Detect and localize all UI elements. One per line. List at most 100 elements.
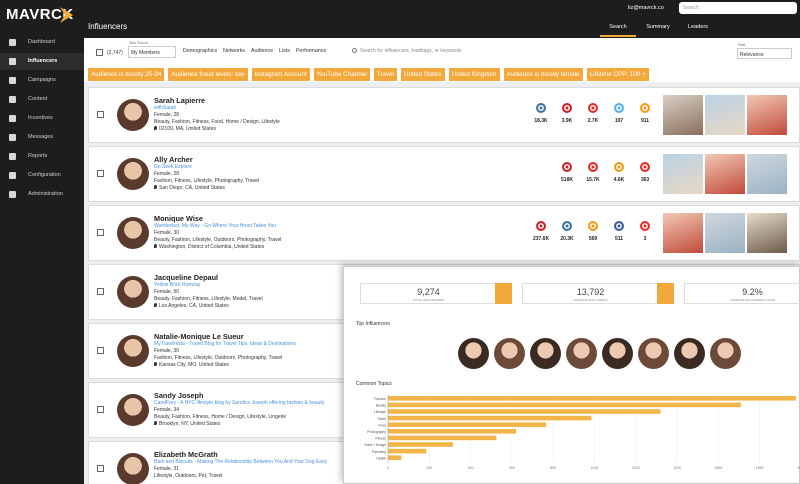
follower-count: 197	[614, 118, 624, 124]
influencer-site[interactable]: Go Seek Explore	[154, 164, 192, 170]
top-influencer-avatar[interactable]	[638, 338, 669, 369]
filter-chip[interactable]: United States	[400, 68, 445, 81]
filter-chip[interactable]: Audience is mostly female	[503, 68, 583, 81]
y-tick-label: Parenting	[372, 450, 386, 454]
sort-select[interactable]: Relevance	[737, 48, 792, 59]
filter-menu[interactable]: Audience	[251, 48, 274, 54]
top-influencer-avatar[interactable]	[458, 338, 489, 369]
influencer-site[interactable]: Yellow Brick Runway	[154, 282, 201, 288]
post-photo[interactable]	[747, 213, 787, 253]
influencer-site[interactable]: MyTravelnista - Travel Blog for Travel T…	[154, 341, 296, 347]
top-influencer-avatar[interactable]	[710, 338, 741, 369]
row-checkbox[interactable]	[97, 111, 104, 118]
influencer-site[interactable]: withSarah	[154, 105, 177, 111]
post-photo[interactable]	[663, 95, 703, 135]
x-tick-label: 1200	[632, 466, 640, 470]
top-influencer-avatar[interactable]	[674, 338, 705, 369]
post-photo[interactable]	[747, 154, 787, 194]
x-tick-label: 1400	[673, 466, 681, 470]
avatar	[117, 335, 149, 367]
row-checkbox[interactable]	[97, 170, 104, 177]
network-icon	[588, 162, 598, 172]
influencer-name[interactable]: Ally Archer	[154, 155, 193, 164]
post-photo[interactable]	[705, 213, 745, 253]
stat-value: 13,792	[576, 287, 605, 297]
filter-menu[interactable]: Lists	[279, 48, 290, 54]
y-tick-label: Lifestyle	[374, 410, 386, 414]
avatar	[117, 394, 149, 426]
filter-chip[interactable]: Travel	[373, 68, 397, 81]
top-influencer-avatar[interactable]	[494, 338, 525, 369]
filter-menu[interactable]: Performance	[296, 48, 327, 54]
filter-chip[interactable]: Audience is mostly 25-34	[88, 68, 165, 81]
filter-chip[interactable]: Lifetime CPP: 100 +	[586, 68, 649, 81]
influencer-site[interactable]: CandFrey - A NYC lifestyle blog by Sandi…	[154, 400, 325, 406]
filter-chip[interactable]: United Kingdom	[448, 68, 500, 81]
tab[interactable]: Leaders	[688, 24, 708, 30]
filter-menu[interactable]: Networks	[223, 48, 246, 54]
influencer-topics: Fashion, Fitness, Lifestyle, Outdoors, P…	[154, 355, 283, 361]
bar	[388, 409, 661, 414]
nav-item[interactable]: Administration	[0, 186, 84, 203]
brand[interactable]: MAVRCK	[6, 6, 74, 23]
row-checkbox[interactable]	[97, 229, 104, 236]
nav-item[interactable]: Campaigns	[0, 72, 84, 89]
influencer-site[interactable]: Wanderlust, My Way - Go Where Your Heart…	[154, 223, 277, 229]
influencer-name[interactable]: Sandy Joseph	[154, 391, 204, 400]
nav-item[interactable]: Configuration	[0, 167, 84, 184]
filter-chip[interactable]: YouTube Channel	[313, 68, 370, 81]
bar	[388, 402, 742, 408]
post-photo[interactable]	[705, 154, 745, 194]
top-influencer-avatar[interactable]	[530, 338, 561, 369]
user-menu[interactable]: liz@mavrck.co	[628, 5, 664, 11]
filter-chip[interactable]: Audience fraud levels: low	[168, 68, 248, 81]
nav-item[interactable]: Incentives	[0, 110, 84, 127]
filter-search[interactable]: Search for influencers, hashtags, or key…	[360, 48, 462, 54]
filter-chip[interactable]: Instagram Account	[251, 68, 310, 81]
influencer-location: San Diego, CA, United States	[159, 185, 225, 191]
stat-value: 9,274	[417, 287, 440, 297]
nav-label: Messages	[28, 134, 54, 140]
nav-item[interactable]: Dashboard	[0, 34, 84, 51]
post-photo[interactable]	[705, 95, 745, 135]
pin-icon	[154, 185, 157, 189]
row-checkbox[interactable]	[97, 288, 104, 295]
bar	[388, 448, 427, 454]
influencer-name[interactable]: Sarah Lapierre	[154, 96, 206, 105]
post-photo[interactable]	[663, 213, 703, 253]
influencer-name[interactable]: Elizabeth McGrath	[154, 450, 218, 459]
row-checkbox[interactable]	[97, 465, 104, 472]
nav-item[interactable]: Messages	[0, 129, 84, 146]
nav-icon	[9, 172, 16, 179]
influencer-name[interactable]: Jacqueline Depaul	[154, 273, 219, 282]
filter-menu[interactable]: Demographics	[183, 48, 218, 54]
post-photo[interactable]	[747, 95, 787, 135]
post-photo[interactable]	[663, 154, 703, 194]
x-tick-label: 600	[509, 466, 515, 470]
pin-icon	[154, 421, 157, 425]
network-icon	[640, 103, 650, 113]
nav-item[interactable]: Content	[0, 91, 84, 108]
nav-item[interactable]: Reports	[0, 148, 84, 165]
source-select[interactable]: My Members	[128, 46, 176, 58]
influencer-card[interactable]: Monique Wise Wanderlust, My Way - Go Wher…	[88, 205, 800, 261]
influencer-name[interactable]: Monique Wise	[154, 214, 203, 223]
stat-box: 9.2% AVERAGE ENGAGEMENT RATE	[684, 283, 800, 304]
tab[interactable]: Search	[609, 24, 627, 30]
network-icon	[562, 103, 572, 113]
global-search[interactable]: Search	[679, 2, 797, 14]
top-influencer-avatar[interactable]	[602, 338, 633, 369]
row-checkbox[interactable]	[97, 406, 104, 413]
select-all[interactable]	[96, 49, 103, 56]
influencer-card[interactable]: Sarah Lapierre withSarah Female, 28 Beauty,…	[88, 87, 800, 143]
nav-item[interactable]: Influencers	[0, 53, 84, 70]
stat-label: TOTAL INFLUENCERS	[412, 298, 445, 302]
tab[interactable]: Summary	[646, 24, 670, 30]
nav-icon	[9, 77, 16, 84]
influencer-card[interactable]: Ally Archer Go Seek Explore Female, 28 Fash…	[88, 146, 800, 202]
influencer-site[interactable]: Bark and Biscuits - Making The Relations…	[154, 459, 328, 465]
row-checkbox[interactable]	[97, 347, 104, 354]
influencer-name[interactable]: Natalie-Monique Le Sueur	[154, 332, 244, 341]
top-influencer-avatar[interactable]	[566, 338, 597, 369]
